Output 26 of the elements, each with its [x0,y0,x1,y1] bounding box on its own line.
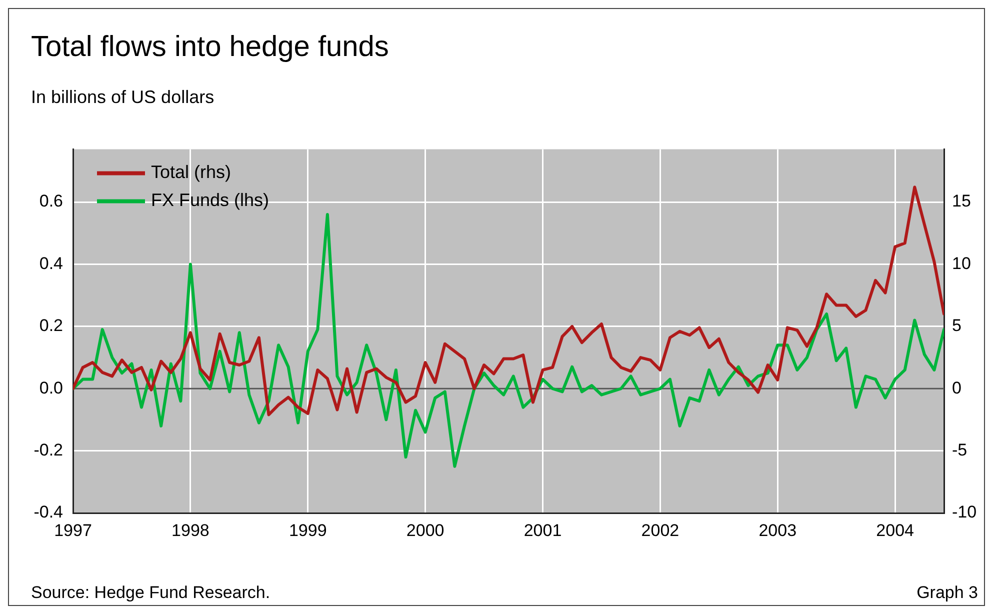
chart-subtitle: In billions of US dollars [31,87,214,108]
x-tick-label: 2001 [524,520,562,540]
y2-tick-label: 10 [952,254,971,273]
y2-tick-label: -10 [952,502,977,522]
y-tick-label: 0.4 [39,254,63,273]
legend-label: Total (rhs) [151,162,232,182]
y-tick-label: -0.4 [34,502,63,522]
caption: Graph 3 [916,583,978,603]
y2-tick-label: 15 [952,192,971,211]
y-tick-label: 0.2 [39,316,63,336]
y-tick-label: 0.6 [39,192,63,211]
y2-tick-label: 5 [952,316,962,336]
chart-title: Total flows into hedge funds [31,31,389,64]
source-note: Source: Hedge Fund Research. [31,583,270,603]
y2-tick-label: -5 [952,440,968,460]
x-tick-label: 1999 [288,520,327,540]
x-tick-label: 2002 [641,520,680,540]
legend-label: FX Funds (lhs) [151,190,270,210]
y-tick-label: 0.0 [39,378,63,398]
x-tick-label: 1998 [172,520,210,540]
x-tick-label: 1997 [54,520,92,540]
x-tick-label: 2003 [758,520,797,540]
x-tick-label: 2004 [876,520,914,540]
x-tick-label: 2000 [406,520,444,540]
y-tick-label: -0.2 [34,440,63,460]
y2-tick-label: 0 [952,378,962,398]
